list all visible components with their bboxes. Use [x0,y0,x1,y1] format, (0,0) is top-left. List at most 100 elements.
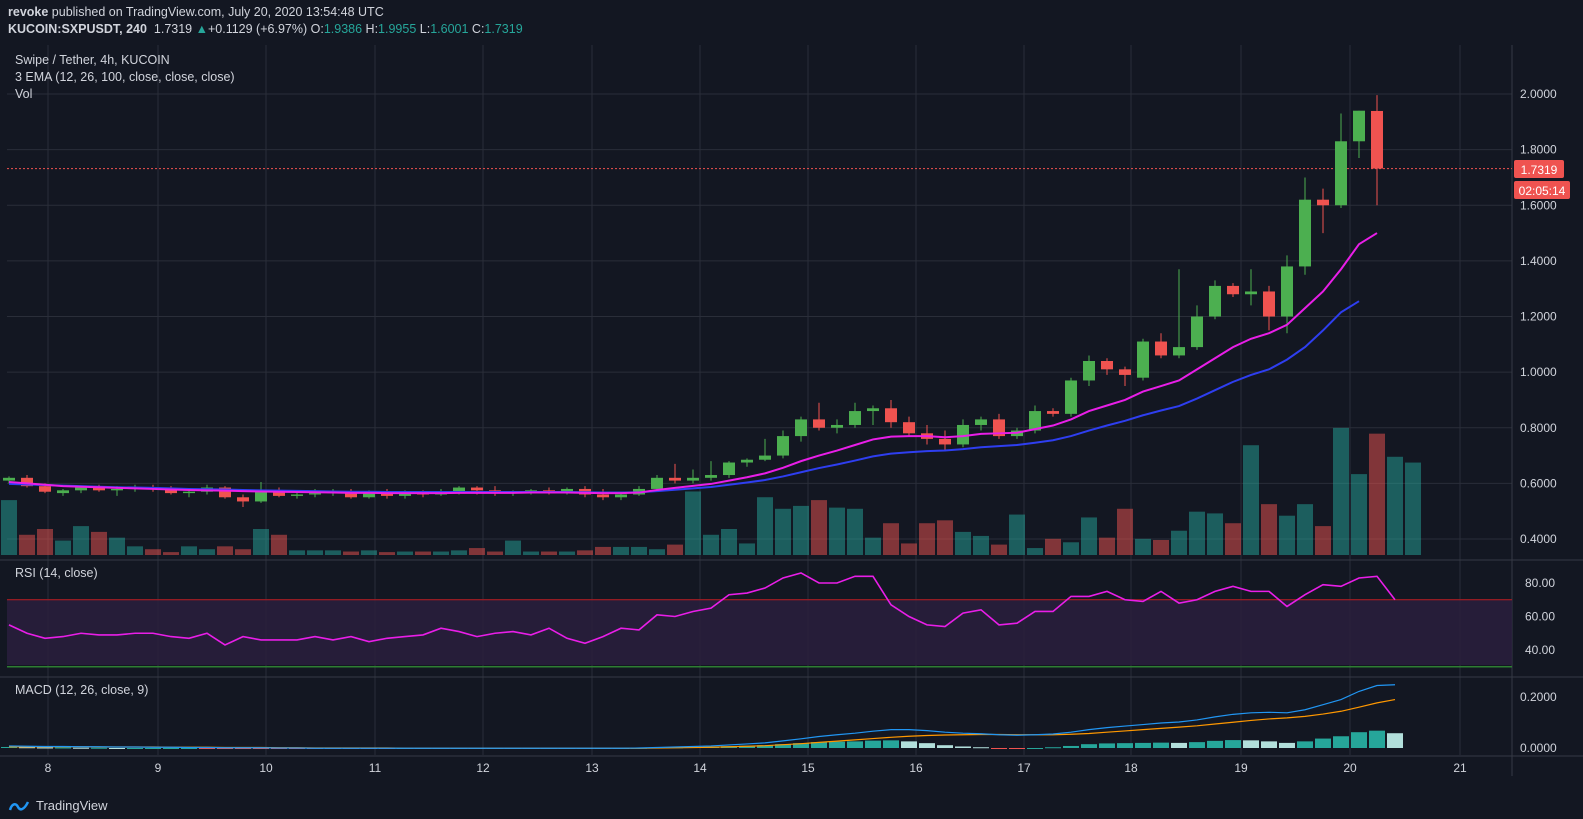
rsi-tick-label: 40.00 [1525,643,1555,657]
volume-bar [1351,474,1367,555]
volume-bar [1369,433,1385,555]
volume-bar [1189,511,1205,555]
candle-body [255,490,267,502]
volume-bar [793,505,809,555]
volume-bar [685,491,701,555]
low-label: L: [419,22,431,36]
volume-bar [271,534,287,555]
ema-slow-line [8,300,1360,494]
candlesticks[interactable] [3,95,1383,508]
macd-histogram-bar [1369,730,1385,748]
candle-body [3,477,15,481]
volume-bar [55,540,71,555]
candle-body [1209,285,1221,317]
macd-histogram-bar [199,748,215,749]
macd-histogram-bar [1315,738,1331,748]
volume-bar [1243,445,1259,555]
macd-histogram-bar [1135,742,1151,748]
candle-body [1191,316,1203,348]
volume-bars [1,427,1421,555]
macd-histogram-bar [1117,743,1133,748]
volume-bar [703,534,719,555]
date-tick-label: 12 [476,761,490,775]
volume-bar [631,546,647,555]
legend-macd: MACD (12, 26, close, 9) [15,683,148,697]
macd-histogram-bar [163,748,179,749]
macd-histogram-bar [1279,742,1295,748]
candle-body [291,494,303,496]
date-tick-label: 20 [1343,761,1357,775]
volume-bar [181,546,197,555]
low-value: 1.6001 [430,22,469,36]
legend-title: Swipe / Tether, 4h, KUCOIN [15,53,170,67]
price-badge: 1.7319 [1514,160,1564,178]
candle-body [471,487,483,491]
candle-body [561,488,573,492]
candle-body [1281,266,1293,317]
macd-tick-label: 0.0000 [1520,741,1557,755]
price-tick-label: 0.8000 [1520,421,1557,435]
publish-header: revoke published on TradingView.com, Jul… [8,5,384,19]
candle-body [831,424,843,428]
candle-body [1083,361,1095,381]
candle-body [1173,347,1185,356]
candle-body [597,494,609,498]
volume-bar [73,526,89,555]
macd-histogram-bar [865,740,881,748]
macd-histogram-bar [19,747,35,749]
candle-body [1245,291,1257,295]
macd-histogram-bar [991,748,1007,749]
macd-histogram-bar [1081,744,1097,748]
candle-body [1101,361,1113,370]
candle-body [1371,110,1383,169]
volume-bar [1225,523,1241,555]
volume-bar [505,540,521,555]
high-value: 1.9955 [378,22,417,36]
macd-histogram-bar [955,746,971,748]
candle-body [1317,199,1329,206]
candle-body [1263,291,1275,317]
footer-brand[interactable]: TradingView [8,798,108,813]
date-tick-label: 18 [1124,761,1138,775]
date-tick-label: 10 [259,761,273,775]
volume-bar [1279,515,1295,555]
volume-bar [1009,514,1025,555]
volume-bar [1027,548,1043,555]
volume-bar [991,544,1007,555]
macd-histogram-bar [973,747,989,749]
volume-bar [1045,538,1061,555]
volume-bar [649,549,665,555]
volume-bar [973,535,989,555]
candle-body [759,455,771,460]
macd-histogram-bar [109,748,125,749]
publisher-name[interactable]: revoke [8,5,49,19]
volume-bar [289,550,305,555]
timer-badge: 02:05:14 [1514,181,1570,199]
volume-bar [379,552,395,555]
price-tick-label: 1.8000 [1520,143,1557,157]
volume-bar [721,529,737,555]
volume-bar [577,550,593,555]
volume-bar [397,551,413,555]
macd-histogram-bar [1045,747,1061,749]
candle-body [21,477,33,487]
macd-histogram-bar [1261,741,1277,748]
volume-bar [1207,513,1223,555]
macd-histogram-bar [1,746,17,748]
volume-bar [955,531,971,555]
macd-histogram-bar [1063,745,1079,748]
tradingview-logo-icon [8,800,30,811]
volume-bar [1405,462,1421,555]
candle-body [453,487,465,492]
macd-histogram-bar [793,743,809,748]
last-price: 1.7319 [153,22,193,36]
volume-bar [415,551,431,555]
macd-histogram-bar [847,741,863,748]
candle-body [309,493,321,495]
volume-bar [901,543,917,555]
macd-histogram-bar [757,745,773,748]
candle-body [57,490,69,494]
rsi-line [8,572,1396,646]
volume-bar [523,551,539,555]
